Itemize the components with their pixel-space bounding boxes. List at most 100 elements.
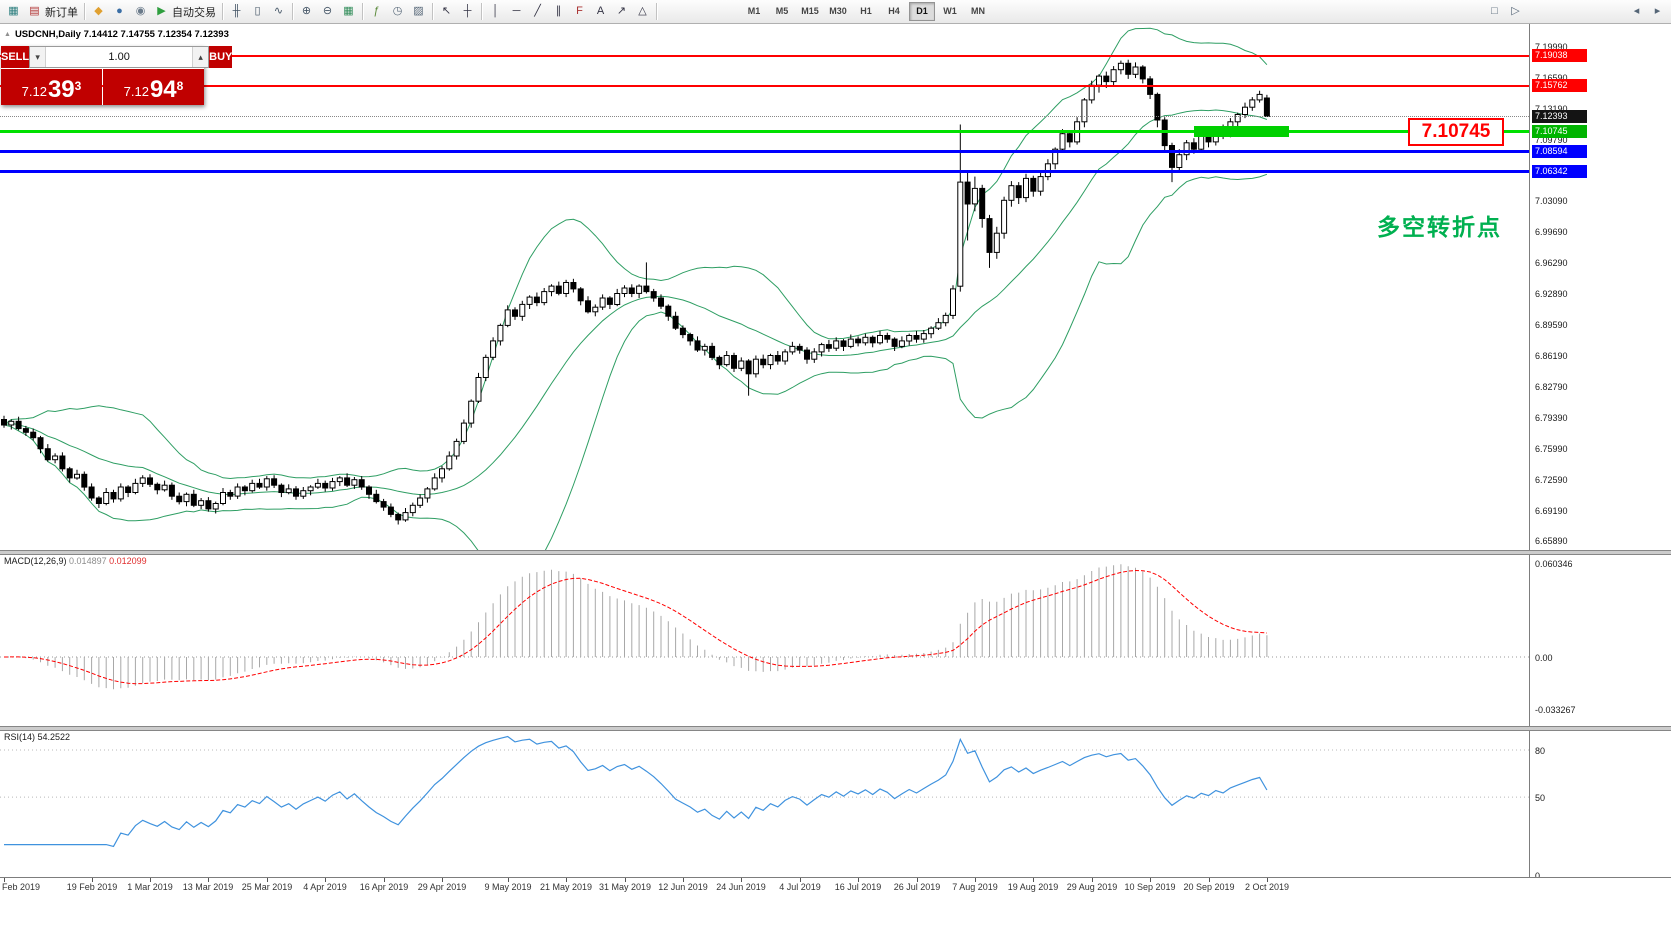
time-axis-tick — [442, 878, 443, 882]
time-axis-label: Feb 2019 — [2, 882, 41, 892]
candlestick-chart-button[interactable]: ▯ — [247, 2, 268, 22]
rsi-line — [4, 735, 1268, 848]
timeframe-m1-button[interactable]: M1 — [747, 6, 761, 16]
panel-separator[interactable] — [0, 550, 1671, 555]
zoom-in-icon: ⊕ — [301, 5, 312, 17]
sell-button[interactable]: SELL — [1, 46, 30, 68]
panel-collapse-icon[interactable]: ▲ — [4, 31, 11, 38]
time-axis-label: 29 Apr 2019 — [417, 882, 467, 892]
volume-decrease-button[interactable]: ▾ — [30, 47, 47, 67]
metaeditor-button[interactable]: ◆ — [88, 2, 109, 22]
arrows-button[interactable]: ↗ — [611, 2, 632, 22]
volume-increase-button[interactable]: ▴ — [192, 47, 209, 67]
timeframe-m30-button[interactable]: M30 — [829, 6, 847, 16]
toolbar-separator — [222, 3, 223, 20]
price-chart-canvas[interactable] — [0, 24, 1529, 584]
price-axis-label: 6.92890 — [1535, 289, 1568, 299]
line-chart-button[interactable]: ∿ — [268, 2, 289, 22]
time-axis-tick — [625, 878, 626, 882]
bid-sup-digit: 3 — [74, 79, 82, 93]
time-axis-label: 26 Jul 2019 — [893, 882, 941, 892]
time-axis-tick — [975, 878, 976, 882]
horizontal-line-button[interactable]: ─ — [506, 2, 527, 22]
toolbar-collapse-left-button[interactable]: ◂ — [1626, 2, 1647, 22]
price-axis-label: 6.69190 — [1535, 506, 1568, 516]
metaeditor-icon: ◆ — [94, 5, 103, 17]
rsi-canvas[interactable] — [0, 729, 1529, 877]
time-axis-label: 16 Apr 2019 — [359, 882, 409, 892]
vertical-line-button[interactable]: │ — [485, 2, 506, 22]
toolbar-separator — [656, 3, 657, 20]
time-axis-tick — [1150, 878, 1151, 882]
auto-trading-button[interactable]: ▶ 自动交易 — [151, 2, 219, 22]
shapes-button[interactable]: △ — [632, 2, 653, 22]
sell-price-button[interactable]: 7.12 39 3 — [1, 69, 102, 105]
price-axis[interactable]: 7.199907.165907.131907.097907.063907.030… — [1529, 24, 1671, 897]
crosshair-icon: ┼ — [463, 5, 472, 17]
market-watch-button[interactable]: ● — [109, 2, 130, 22]
indicators-button[interactable]: ƒ — [366, 2, 387, 22]
time-axis-label: 9 May 2019 — [484, 882, 532, 892]
rsi-panel[interactable]: RSI(14) 54.2522 — [0, 729, 1529, 877]
bar-chart-button[interactable]: ╫ — [226, 2, 247, 22]
timeframe-h1-button[interactable]: H1 — [860, 6, 872, 16]
horizontal-line-icon: ─ — [512, 5, 521, 17]
time-axis-tick — [1209, 878, 1210, 882]
macd-axis-label: 0.00 — [1535, 653, 1553, 663]
cursor-button[interactable]: ↖ — [436, 2, 457, 22]
new-order-button[interactable]: ▤ 新订单 — [24, 2, 81, 22]
time-axis-tick — [325, 878, 326, 882]
time-axis-tick — [267, 878, 268, 882]
templates-button[interactable]: ▨ — [408, 2, 429, 22]
buy-button[interactable]: BUY — [209, 46, 233, 68]
timeframe-m5-button[interactable]: M5 — [775, 6, 789, 16]
time-axis-tick — [741, 878, 742, 882]
timeframe-d1-button[interactable]: D1 — [909, 2, 935, 21]
text-button[interactable]: A — [590, 2, 611, 22]
turning-point-note[interactable]: 多空转折点 — [1377, 214, 1502, 240]
time-axis[interactable]: Feb 2019 19 Feb 2019 1 Mar 2019 13 Mar 2019… — [0, 877, 1671, 897]
macd-panel[interactable]: MACD(12,26,9) 0.014897 0.012099 — [0, 553, 1529, 726]
rsi-label: RSI(14) 54.2522 — [4, 732, 71, 742]
trendline-button[interactable]: ╱ — [527, 2, 548, 22]
chart-shift-icon: □ — [1491, 5, 1498, 17]
toolbar-collapse-right-button[interactable]: ▸ — [1647, 2, 1668, 22]
timeframe-w1-button[interactable]: W1 — [943, 6, 957, 16]
zoom-in-button[interactable]: ⊕ — [296, 2, 317, 22]
history-center-button[interactable]: ◉ — [130, 2, 151, 22]
price-annotation-box[interactable]: 7.10745 — [1408, 118, 1504, 146]
time-axis-tick — [1092, 878, 1093, 882]
toolbar: ▦ ▤ 新订单 ◆ ● ◉ ▶ 自动交易 ╫ ▯ ∿ ⊕ ⊖ ▦ ƒ ◷ ▨ ↖ ┼ │ ─ ╱ ∥ F A ↗ △ M1 M5 M15 M… — [0, 0, 1671, 24]
time-axis-label: 19 Aug 2019 — [1007, 882, 1059, 892]
time-axis-tick — [858, 878, 859, 882]
bollinger-bands — [3, 27, 1268, 584]
time-axis-tick — [566, 878, 567, 882]
buy-price-button[interactable]: 7.12 94 8 — [103, 69, 204, 105]
macd-canvas[interactable] — [0, 553, 1529, 726]
price-chart-panel[interactable] — [0, 24, 1529, 584]
channel-button[interactable]: ∥ — [548, 2, 569, 22]
tile-windows-button[interactable]: ▦ — [338, 2, 359, 22]
periods-button[interactable]: ◷ — [387, 2, 408, 22]
volume-stepper[interactable]: ▾ ▴ — [29, 46, 210, 68]
panel-separator[interactable] — [0, 726, 1671, 731]
crosshair-button[interactable]: ┼ — [457, 2, 478, 22]
time-axis-label: 13 Mar 2019 — [182, 882, 234, 892]
auto-scroll-button[interactable]: ▷ — [1505, 2, 1526, 22]
volume-input[interactable] — [46, 47, 193, 67]
chart-shift-button[interactable]: □ — [1484, 2, 1505, 22]
timeframe-h4-button[interactable]: H4 — [888, 6, 900, 16]
zoom-out-button[interactable]: ⊖ — [317, 2, 338, 22]
fibonacci-button[interactable]: F — [569, 2, 590, 22]
app-icon: ▦ — [8, 5, 19, 17]
timeframe-mn-button[interactable]: MN — [971, 6, 985, 16]
time-axis-tick — [508, 878, 509, 882]
rsi-axis-label: 80 — [1535, 746, 1546, 756]
app-menu-button[interactable]: ▦ — [3, 2, 24, 22]
ask-main-digits: 94 — [149, 76, 177, 103]
candlestick-icon: ▯ — [254, 5, 261, 17]
time-axis-tick — [917, 878, 918, 882]
timeframe-m15-button[interactable]: M15 — [801, 6, 819, 16]
rsi-axis-label: 50 — [1535, 793, 1546, 803]
